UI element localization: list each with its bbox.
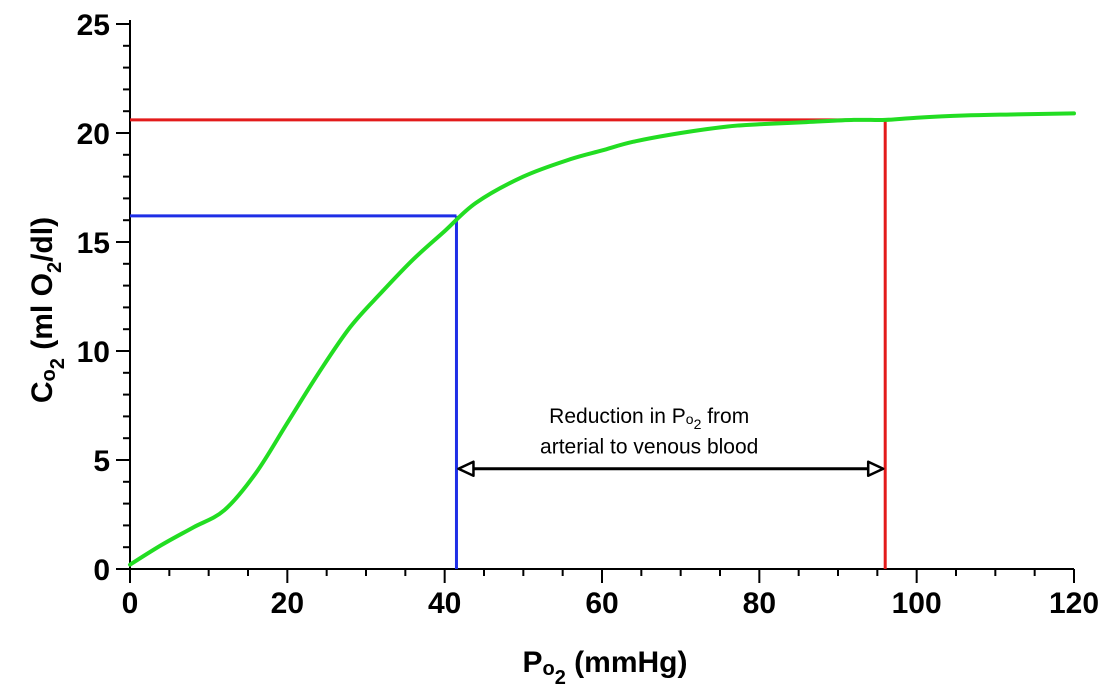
axes: [116, 20, 1075, 583]
y-tick-label: 5: [93, 445, 110, 478]
series-line-0: [128, 111, 1076, 567]
annotation-line-1: Reduction in Po2 from: [549, 405, 749, 432]
y-tick-label: 0: [93, 554, 110, 587]
arrowhead-left: [457, 460, 475, 477]
y-axis-title: Co2 (ml O2/dl): [26, 217, 69, 403]
x-tick-label: 40: [428, 587, 461, 620]
y-tick-label: 15: [77, 227, 110, 260]
x-axis-title: Po2 (mmHg): [522, 646, 687, 689]
x-tick-labels: 0 20 40 60 80 100 120: [122, 587, 1099, 620]
x-tick-label: 60: [585, 587, 618, 620]
y-tick-label: 20: [77, 118, 110, 151]
series-layer: [128, 111, 1076, 567]
y-tick-label: 10: [77, 336, 110, 369]
x-tick-label: 20: [271, 587, 304, 620]
x-tick-label: 0: [122, 587, 139, 620]
annotation: Reduction in Po2 from arterial to venous …: [457, 405, 885, 477]
x-tick-label: 120: [1049, 587, 1099, 620]
annotation-line-2: arterial to venous blood: [540, 435, 758, 458]
y-tick-label: 25: [77, 9, 110, 42]
reference-lines: [130, 118, 887, 569]
y-tick-labels: 0 5 10 15 20 25: [77, 9, 110, 587]
x-tick-label: 100: [892, 587, 942, 620]
x-tick-label: 80: [743, 587, 776, 620]
arrowhead-right: [866, 460, 885, 477]
